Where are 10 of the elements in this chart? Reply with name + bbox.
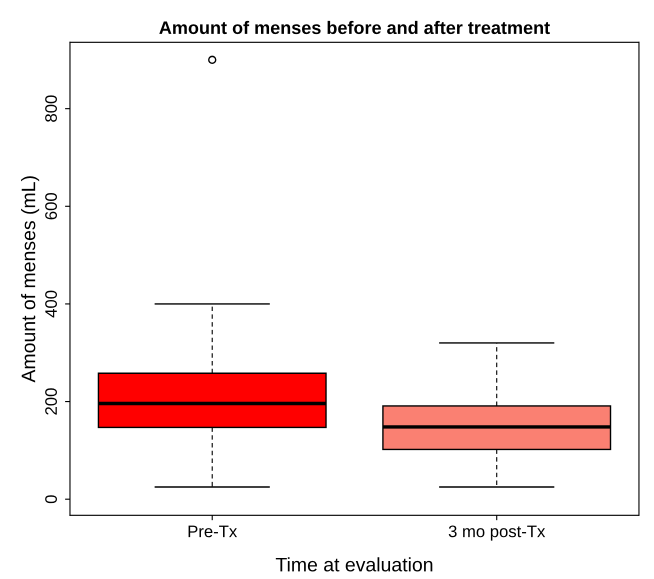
x-tick-label: 3 mo post-Tx	[448, 525, 546, 541]
chart-title: Amount of menses before and after treatment	[159, 20, 550, 34]
y-tick-label: 200	[45, 388, 57, 415]
y-tick-label: 600	[45, 193, 57, 220]
x-axis-title: Time at evaluation	[276, 557, 432, 572]
y-tick-label: 0	[45, 495, 57, 504]
x-tick-label: Pre-Tx	[188, 526, 238, 538]
y-tick-label: 400	[45, 290, 57, 318]
y-tick-label: 800	[45, 95, 57, 122]
y-axis-title: Amount of menses (mL)	[21, 176, 40, 382]
